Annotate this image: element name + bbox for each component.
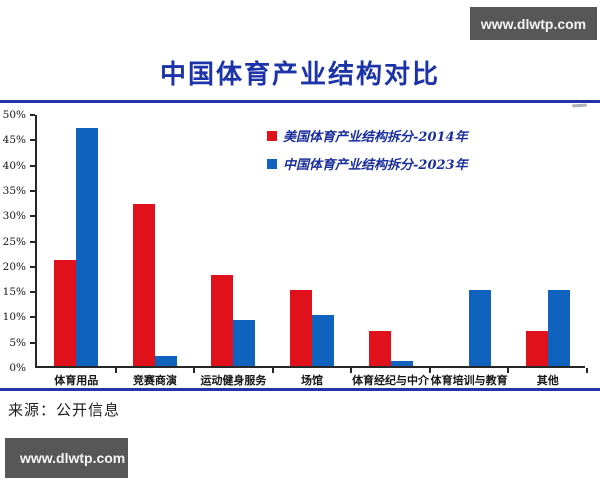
top-divider-line <box>0 100 600 103</box>
x-tick-mark <box>193 368 196 373</box>
watermark-bottom: www.dlwtp.com <box>5 438 128 478</box>
x-tick-label: 场馆 <box>300 375 323 387</box>
watermark-bottom-text: www.dlwtp.com <box>20 450 126 466</box>
y-tick-label: 20% <box>2 260 26 273</box>
y-tick-label: 25% <box>2 235 26 248</box>
watermark-top: www.dlwtp.com <box>470 7 597 40</box>
bar-us-2014 <box>368 330 391 366</box>
bar-us-2014 <box>132 204 155 366</box>
bar-cn-2023 <box>76 128 99 366</box>
legend-row-us: 美国体育产业结构拆分-2014年 <box>267 126 468 145</box>
legend-label-us: 美国体育产业结构拆分-2014年 <box>283 130 468 145</box>
source-text: 来源：公开信息 <box>8 402 121 419</box>
y-tick-mark <box>30 316 35 319</box>
bar-us-2014 <box>211 274 234 366</box>
x-tick-mark <box>350 368 353 373</box>
chart-legend: 美国体育产业结构拆分-2014年 中国体育产业结构拆分-2023年 <box>267 126 468 182</box>
y-tick-label: 40% <box>2 159 26 172</box>
bar-us-2014 <box>54 259 77 366</box>
legend-label-cn: 中国体育产业结构拆分-2023年 <box>283 158 468 173</box>
legend-swatch <box>267 130 277 141</box>
scan-artifact-dash <box>571 103 588 108</box>
y-tick-mark <box>30 164 35 167</box>
x-tick-mark <box>114 368 117 373</box>
bar-us-2014 <box>525 330 548 366</box>
y-tick-mark <box>30 265 35 268</box>
bar-cn-2023 <box>390 360 413 366</box>
x-tick-mark <box>428 368 431 373</box>
y-tick-mark <box>30 189 35 192</box>
x-tick-mark <box>271 368 274 373</box>
x-tick-label: 其他 <box>536 375 559 387</box>
x-tick-label: 体育经纪与中介 <box>352 375 430 387</box>
legend-swatch <box>267 158 277 169</box>
chart-title: 中国体育产业结构对比 <box>159 59 440 89</box>
y-tick-label: 5% <box>9 336 26 349</box>
bar-cn-2023 <box>154 355 177 366</box>
y-tick-label: 15% <box>2 286 26 299</box>
x-tick-mark <box>586 368 588 373</box>
y-tick-mark <box>30 240 35 243</box>
x-tick-mark <box>507 368 510 373</box>
legend-row-cn: 中国体育产业结构拆分-2023年 <box>267 154 468 173</box>
y-tick-label: 35% <box>2 184 26 197</box>
bar-cn-2023 <box>547 290 570 366</box>
x-tick-label: 体育用品 <box>54 375 99 387</box>
y-tick-label: 30% <box>2 210 26 223</box>
bar-cn-2023 <box>312 315 334 366</box>
y-tick-mark <box>30 139 35 142</box>
plot-area: 体育用品 竞赛商演 运动健身服务 场馆 体育经纪与中介 体育培训与教育 其他 <box>30 114 588 387</box>
y-tick-label: 50% <box>2 109 26 121</box>
bar-cn-2023 <box>233 320 256 366</box>
y-tick-mark <box>30 114 35 116</box>
x-tick-label: 运动健身服务 <box>200 375 267 387</box>
bar-us-2014 <box>290 290 312 366</box>
bottom-divider-line <box>0 388 600 391</box>
y-tick-mark <box>30 291 35 294</box>
y-tick-label: 0% <box>9 362 26 374</box>
y-tick-mark <box>30 341 35 344</box>
x-tick-label: 体育培训与教育 <box>430 375 508 387</box>
y-axis-labels: 0% 5% 10% 15% 20% 25% 30% 35% 40% 45% 50% <box>0 109 29 374</box>
y-tick-mark <box>30 215 35 218</box>
y-tick-label: 45% <box>2 134 26 147</box>
x-tick-label: 竞赛商演 <box>132 375 177 387</box>
bar-cn-2023 <box>469 290 492 366</box>
y-tick-label: 10% <box>2 311 26 324</box>
watermark-top-text: www.dlwtp.com <box>480 15 587 32</box>
